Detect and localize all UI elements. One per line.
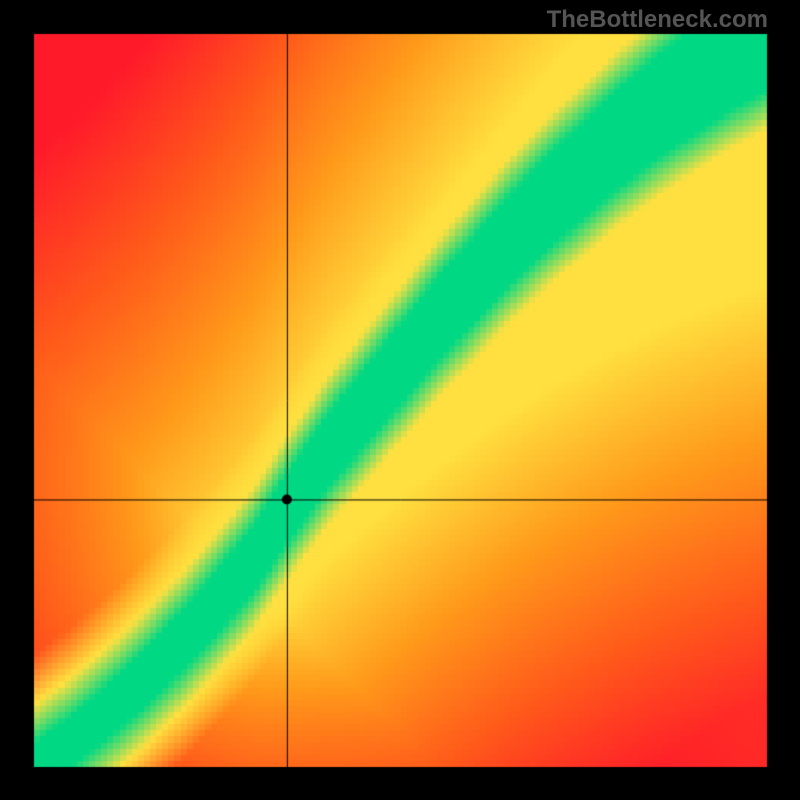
bottleneck-heatmap (0, 0, 800, 800)
watermark-text: TheBottleneck.com (547, 6, 768, 34)
chart-container: TheBottleneck.com (0, 0, 800, 800)
